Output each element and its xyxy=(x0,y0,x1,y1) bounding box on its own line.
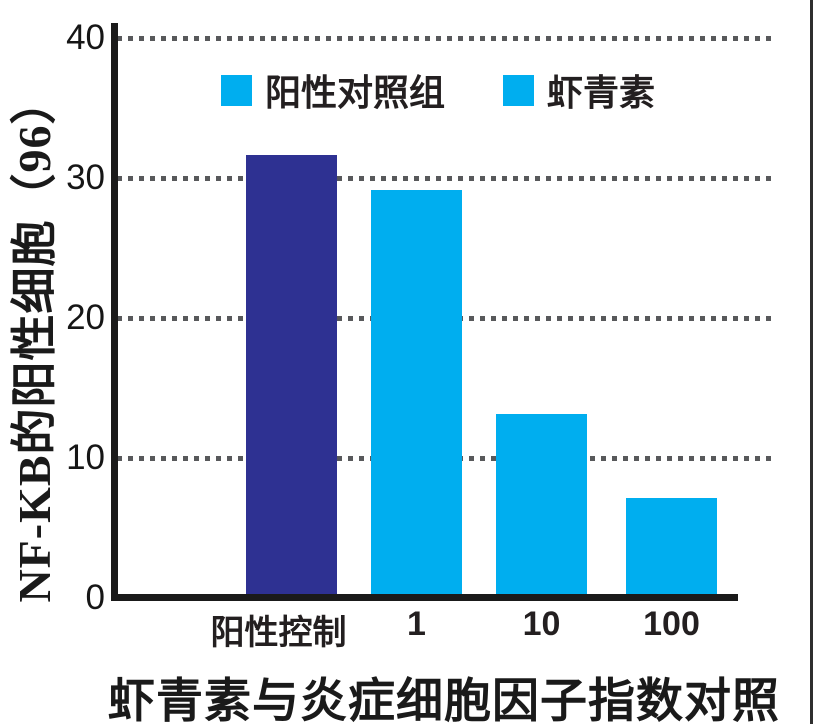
page-edge-line xyxy=(810,0,813,724)
legend-item-astaxanthin: 虾青素 xyxy=(503,64,655,116)
bar-阳性控制 xyxy=(246,155,337,596)
chart-title: 虾青素与炎症细胞因子指数对照 xyxy=(108,674,780,724)
x-tick-label: 1 xyxy=(407,605,426,643)
y-tick-label: 40 xyxy=(66,18,105,57)
bar-10 xyxy=(496,414,587,596)
y-axis-title: NF-KB的阳性细胞（96） xyxy=(9,77,60,603)
legend-label: 虾青素 xyxy=(547,72,656,113)
bar-100 xyxy=(626,498,717,596)
y-axis-line xyxy=(111,23,118,600)
y-tick-label: 30 xyxy=(66,158,105,197)
y-tick-label: 0 xyxy=(85,578,105,617)
x-tick-label: 10 xyxy=(522,605,561,643)
x-tick-label: 阳性控制 xyxy=(210,614,347,652)
legend-swatch-icon xyxy=(503,74,535,106)
legend-swatch-icon xyxy=(221,74,252,106)
x-tick-label: 100 xyxy=(643,605,700,643)
gridline-40 xyxy=(117,36,777,41)
x-axis-line xyxy=(111,594,738,601)
bar-1 xyxy=(371,190,462,596)
y-tick-label: 20 xyxy=(66,298,105,337)
legend-item-positive-control-group: 阳性对照组 xyxy=(221,64,445,116)
gridline-30 xyxy=(117,176,777,181)
legend: 阳性对照组 虾青素 xyxy=(221,64,655,116)
y-tick-label: 10 xyxy=(66,438,105,477)
legend-label: 阳性对照组 xyxy=(265,72,446,113)
